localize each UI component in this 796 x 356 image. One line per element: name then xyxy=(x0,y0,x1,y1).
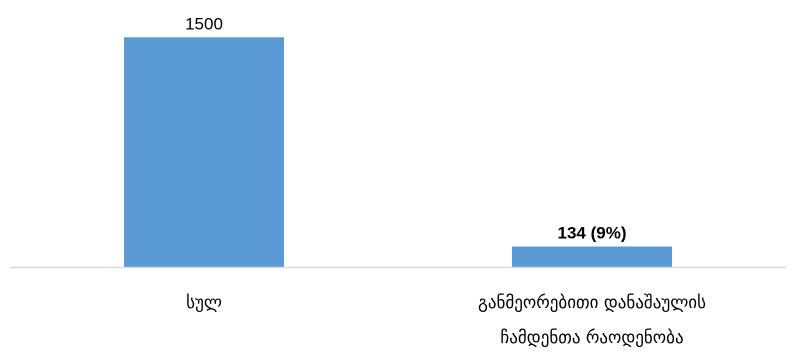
bar xyxy=(512,246,672,267)
category-labels: სულ განმეორებითი დანაშაულის ჩამდენთა რაოდე… xyxy=(186,293,706,348)
category-label: განმეორებითი დანაშაულის xyxy=(478,293,706,313)
bar xyxy=(124,37,284,267)
data-label: 134 (9%) xyxy=(558,223,627,242)
bars xyxy=(124,37,672,267)
category-label: ჩამდენთა რაოდენობა xyxy=(500,328,683,348)
category-label: სულ xyxy=(186,293,222,313)
data-labels: 1500 134 (9%) xyxy=(185,14,626,242)
data-label: 1500 xyxy=(185,14,223,33)
